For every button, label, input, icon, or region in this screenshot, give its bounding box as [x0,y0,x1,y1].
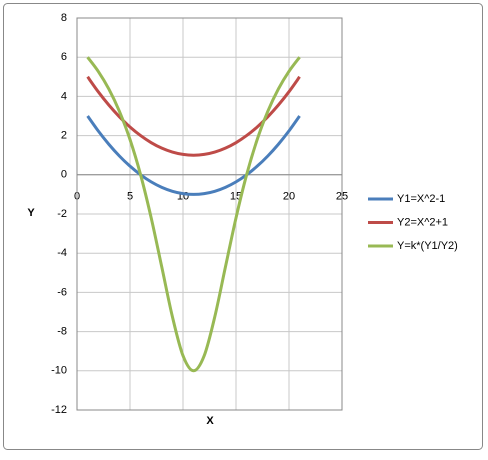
x-tick-label: 20 [283,191,295,203]
y-tick-label: -8 [57,326,67,338]
y-tick-label: -10 [51,365,67,377]
y-tick-label: 8 [61,12,67,24]
y-tick-label: -4 [57,247,67,259]
series-line [86,56,301,373]
legend-label: Y=k*(Y1/Y2) [397,240,458,252]
y-tick-label: 4 [61,90,67,102]
y-tick-label: 6 [61,51,67,63]
y-tick-label: 0 [61,169,67,181]
x-axis-title: X [206,415,214,427]
legend-label: Y2=X^2+1 [397,216,448,228]
y-tick-label: -2 [57,208,67,220]
y-tick-label: -6 [57,286,67,298]
legend-label: Y1=X^2-1 [397,193,445,205]
chart-frame [3,3,483,450]
y-tick-label: -12 [51,404,67,416]
series-line [86,115,301,196]
y-tick-label: 2 [61,130,67,142]
x-tick-label: 5 [127,191,133,203]
y-axis-title: Y [27,207,35,219]
